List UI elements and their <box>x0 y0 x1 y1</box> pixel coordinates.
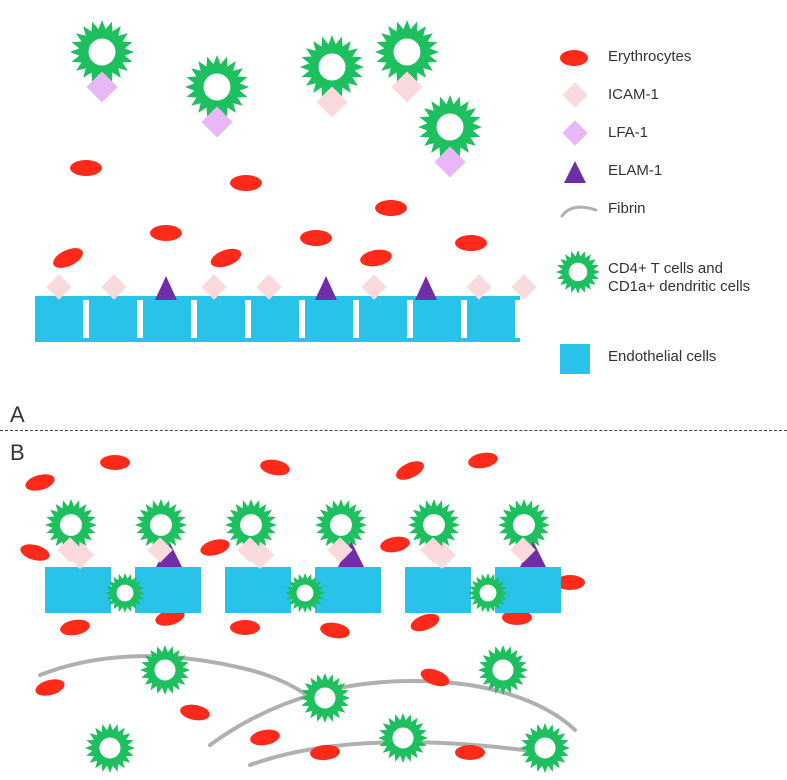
legend-label: LFA-1 <box>608 124 648 141</box>
endothelial-cell-icon <box>89 300 137 338</box>
fibrin-strand-icon <box>0 0 787 780</box>
cd4-dendritic-cell-icon <box>105 573 145 613</box>
erythrocyte-icon <box>100 455 130 470</box>
endothelial-cell-icon <box>143 300 191 338</box>
fibrin-icon <box>560 200 598 222</box>
erythrocyte-icon <box>59 618 91 638</box>
fibrin-strand-icon <box>0 0 787 780</box>
endothelial-cell-icon <box>405 567 471 613</box>
endothelial-cell-icon <box>359 300 407 338</box>
erythrocyte-icon <box>34 676 67 698</box>
endothelial-cell-icon <box>35 338 520 342</box>
endothelial-cell-icon <box>467 300 515 338</box>
endothelial-cell-icon <box>560 344 590 374</box>
lfa-icon <box>562 120 587 145</box>
cd4-dendritic-cell-icon <box>300 673 350 723</box>
elam-icon <box>315 276 337 300</box>
erythrocyte-icon <box>467 451 499 471</box>
elam-icon <box>564 161 586 183</box>
legend-label: Endothelial cells <box>608 348 716 365</box>
endothelial-cell-icon <box>45 567 111 613</box>
erythrocyte-icon <box>418 665 451 689</box>
erythrocyte-icon <box>179 703 211 723</box>
endothelial-cell-icon <box>251 300 299 338</box>
cd4-dendritic-cell-icon <box>556 250 600 294</box>
erythrocyte-icon <box>375 200 407 216</box>
panel-label-a: A <box>10 402 25 428</box>
legend-label: CD4+ T cells and <box>608 260 723 277</box>
erythrocyte-icon <box>208 245 244 271</box>
legend-label: ICAM-1 <box>608 86 659 103</box>
legend-label: Fibrin <box>608 200 646 217</box>
erythrocyte-icon <box>319 621 351 641</box>
cd4-dendritic-cell-icon <box>478 645 528 695</box>
legend-label: CD1a+ dendritic cells <box>608 278 750 295</box>
erythrocyte-icon <box>560 50 588 66</box>
erythrocyte-icon <box>379 535 411 555</box>
erythrocyte-icon <box>455 235 487 251</box>
erythrocyte-icon <box>70 160 102 176</box>
icam-icon <box>562 82 587 107</box>
endothelial-cell-icon <box>413 300 461 338</box>
cd4-dendritic-cell-icon <box>378 713 428 763</box>
cd4-dendritic-cell-icon <box>468 573 508 613</box>
erythrocyte-icon <box>230 175 262 191</box>
erythrocyte-icon <box>359 247 393 268</box>
cd4-dendritic-cell-icon <box>285 573 325 613</box>
elam-icon <box>415 276 437 300</box>
cd4-dendritic-cell-icon <box>520 723 570 773</box>
elam-icon <box>155 276 177 300</box>
legend-label: ELAM-1 <box>608 162 662 179</box>
erythrocyte-icon <box>300 230 332 246</box>
endothelial-cell-icon <box>305 300 353 338</box>
erythrocyte-icon <box>408 610 441 634</box>
panel-label-b: B <box>10 440 25 466</box>
endothelial-cell-icon <box>197 300 245 338</box>
erythrocyte-icon <box>24 471 57 493</box>
panel-divider <box>0 430 787 431</box>
legend-label: Erythrocytes <box>608 48 691 65</box>
erythrocyte-icon <box>309 744 340 762</box>
erythrocyte-icon <box>249 728 281 748</box>
erythrocyte-icon <box>230 620 260 635</box>
cd4-dendritic-cell-icon <box>140 645 190 695</box>
cd4-dendritic-cell-icon <box>85 723 135 773</box>
endothelial-cell-icon <box>35 300 83 338</box>
erythrocyte-icon <box>50 244 86 272</box>
erythrocyte-icon <box>393 457 427 483</box>
erythrocyte-icon <box>455 745 485 760</box>
endothelial-cell-icon <box>225 567 291 613</box>
erythrocyte-icon <box>259 458 291 478</box>
fibrin-strand-icon <box>0 0 787 780</box>
diagram-canvas: Erythrocytes ICAM-1 LFA-1 ELAM-1 Fibrin CD4+… <box>0 0 787 780</box>
erythrocyte-icon <box>150 225 182 241</box>
